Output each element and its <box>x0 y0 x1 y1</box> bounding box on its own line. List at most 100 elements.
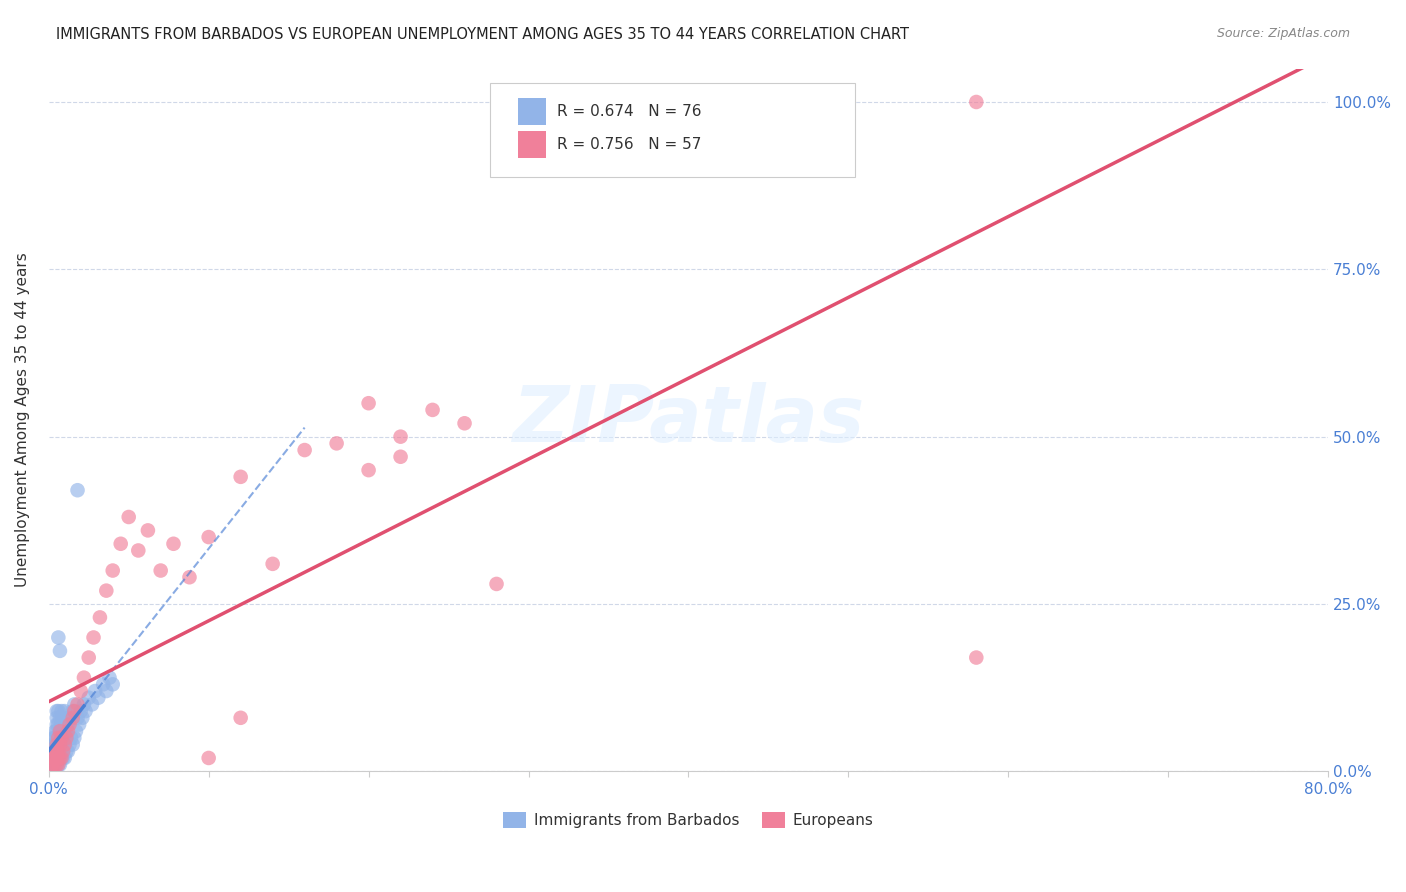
Point <box>56 724 79 739</box>
Point <box>44 757 66 772</box>
Point <box>66 698 89 712</box>
Point <box>389 450 412 464</box>
Point <box>51 744 73 758</box>
Point <box>46 731 69 745</box>
Point <box>51 751 73 765</box>
Point <box>46 757 69 772</box>
Point <box>51 731 73 745</box>
Point <box>51 731 73 745</box>
Point <box>51 717 73 731</box>
Point <box>42 731 65 745</box>
Point <box>44 738 66 752</box>
Point <box>46 631 69 645</box>
Point <box>63 704 86 718</box>
Point <box>46 717 69 731</box>
Point <box>80 698 103 712</box>
Point <box>42 738 65 752</box>
Point <box>325 436 347 450</box>
Point <box>44 751 66 765</box>
Point <box>45 704 67 718</box>
Point <box>52 744 75 758</box>
Point <box>45 751 67 765</box>
Point <box>83 631 105 645</box>
Point <box>58 711 80 725</box>
Point <box>49 711 72 725</box>
Point <box>52 731 75 745</box>
Point <box>73 698 96 712</box>
Point <box>49 738 72 752</box>
Point <box>179 570 201 584</box>
Point <box>72 711 94 725</box>
Point <box>58 717 80 731</box>
Point <box>44 731 66 745</box>
Point <box>77 690 100 705</box>
Point <box>41 751 63 765</box>
Point <box>42 757 65 772</box>
Point <box>46 704 69 718</box>
Point <box>84 684 107 698</box>
Point <box>53 724 76 739</box>
Bar <box>519 98 547 125</box>
Point <box>46 751 69 765</box>
Point <box>46 731 69 745</box>
Point <box>96 684 118 698</box>
Point <box>66 711 89 725</box>
Point <box>53 704 76 718</box>
Point <box>46 751 69 765</box>
Point <box>89 610 111 624</box>
Point <box>45 744 67 758</box>
Point <box>52 711 75 725</box>
Point <box>357 396 380 410</box>
Point <box>101 677 124 691</box>
Point <box>45 744 67 758</box>
Point <box>42 757 65 772</box>
Point <box>51 704 73 718</box>
Point <box>96 583 118 598</box>
Point <box>45 738 67 752</box>
Point <box>49 644 72 658</box>
Point <box>41 757 63 772</box>
Point <box>197 530 219 544</box>
Point <box>101 564 124 578</box>
Point <box>118 510 141 524</box>
Point <box>75 704 97 718</box>
Point <box>63 731 86 745</box>
Point <box>229 711 252 725</box>
Point <box>62 711 84 725</box>
Point <box>62 738 84 752</box>
Point <box>41 757 63 772</box>
Point <box>53 738 76 752</box>
Point <box>55 744 77 758</box>
Point <box>87 690 110 705</box>
Point <box>162 537 184 551</box>
Point <box>53 738 76 752</box>
Point <box>149 564 172 578</box>
Point <box>965 95 987 109</box>
Point <box>45 738 67 752</box>
Point <box>46 757 69 772</box>
Point <box>422 403 444 417</box>
Text: R = 0.674   N = 76: R = 0.674 N = 76 <box>557 103 702 119</box>
Point <box>60 731 83 745</box>
Point <box>65 724 87 739</box>
Point <box>45 751 67 765</box>
Point <box>58 738 80 752</box>
Text: Source: ZipAtlas.com: Source: ZipAtlas.com <box>1216 27 1350 40</box>
Point <box>51 751 73 765</box>
Point <box>44 724 66 739</box>
Point <box>44 744 66 758</box>
Point <box>91 677 114 691</box>
Bar <box>519 131 547 158</box>
Point <box>53 751 76 765</box>
Point <box>44 757 66 772</box>
Point <box>45 711 67 725</box>
Point <box>66 483 89 498</box>
Point <box>55 724 77 739</box>
FancyBboxPatch shape <box>491 83 855 178</box>
Point <box>73 671 96 685</box>
Point <box>42 744 65 758</box>
Point <box>52 751 75 765</box>
Point <box>110 537 132 551</box>
Point <box>45 757 67 772</box>
Point <box>45 757 67 772</box>
